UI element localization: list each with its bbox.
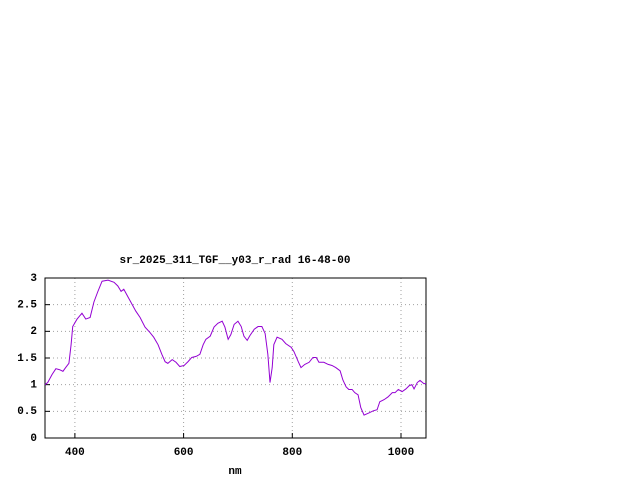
y-tick-label: 1 <box>30 380 37 392</box>
x-tick-label: 800 <box>282 447 302 459</box>
x-tick-label: 600 <box>174 447 194 459</box>
chart-title: sr_2025_311_TGF__y03_r_rad 16-48-00 <box>119 255 350 267</box>
data-line <box>44 279 426 416</box>
plot-frame <box>44 277 427 439</box>
y-tick-label: 3 <box>30 273 37 285</box>
x-tick-label: 400 <box>65 447 85 459</box>
x-tick-label: 1000 <box>388 447 414 459</box>
y-tick-label: 0.5 <box>17 406 37 418</box>
y-tick-label: 2.5 <box>17 300 37 312</box>
y-tick-label: 0 <box>30 433 37 445</box>
y-tick-label: 2 <box>30 326 37 338</box>
y-tick-label: 1.5 <box>17 353 37 365</box>
x-axis-label: nm <box>228 466 242 478</box>
